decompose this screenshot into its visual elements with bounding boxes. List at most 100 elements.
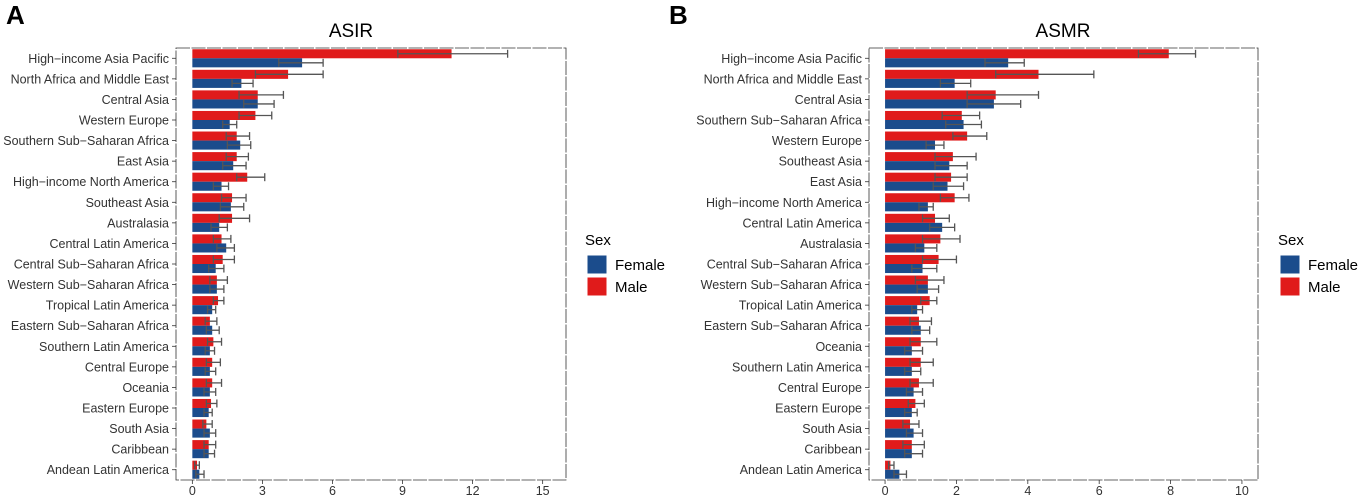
y-category-label: High−income Asia Pacific — [721, 52, 862, 66]
y-category-label: Central Europe — [85, 360, 169, 374]
bar-male — [192, 296, 219, 306]
y-category-label: Central Sub−Saharan Africa — [14, 258, 169, 272]
bar-female — [192, 58, 303, 68]
bar-female — [885, 222, 943, 232]
y-category-label: Andean Latin America — [47, 463, 169, 477]
legend-swatch-male — [586, 276, 608, 297]
errorbar-male — [205, 378, 223, 387]
plot-area-asir: 0 3 6 9 12 15 High−income Asia Pacific North Af… — [3, 47, 567, 498]
bar-male — [885, 254, 939, 264]
errorbar-male — [909, 378, 934, 387]
bar-female — [885, 78, 955, 88]
errorbar-male — [921, 234, 961, 243]
errorbar-male — [907, 399, 925, 408]
x-tick-label: 6 — [1096, 484, 1103, 498]
errorbar-female — [243, 99, 275, 108]
errorbar-male — [909, 358, 934, 367]
errorbar-female — [203, 408, 213, 417]
legend-title: Sex — [585, 232, 611, 249]
x-tick-label: 10 — [1235, 484, 1249, 498]
errorbar-male — [909, 317, 933, 326]
x-tick-label: 8 — [1167, 484, 1174, 498]
errorbar-male — [921, 214, 950, 223]
y-category-label: Western Europe — [772, 134, 862, 148]
bar-male — [885, 316, 919, 326]
bar-female — [885, 408, 912, 418]
legend-swatch-male — [1279, 276, 1301, 297]
y-category-label: Central Europe — [778, 381, 862, 395]
bar-male — [192, 193, 233, 203]
y-category-label: South Asia — [802, 422, 862, 436]
errorbar-female — [916, 285, 940, 294]
bar-female — [192, 305, 213, 315]
y-category-label: Eastern Europe — [775, 402, 862, 416]
errorbar-female — [278, 58, 324, 67]
y-category-label: East Asia — [810, 175, 862, 189]
errorbar-male — [939, 193, 970, 202]
bar-male — [192, 90, 258, 100]
errorbar-male — [238, 111, 273, 120]
y-category-label: Australasia — [107, 216, 169, 230]
bar-female — [192, 346, 210, 356]
errorbar-female — [210, 223, 229, 232]
bar-female — [885, 120, 964, 130]
y-category-label: Australasia — [800, 237, 862, 251]
errorbar-female — [205, 326, 220, 335]
bar-male — [192, 131, 237, 141]
errorbar-female — [203, 449, 216, 458]
bar-female — [885, 99, 994, 109]
errorbar-female — [222, 161, 247, 170]
bar-male — [885, 110, 962, 120]
y-category-label: Caribbean — [804, 443, 862, 457]
bar-female — [192, 325, 213, 335]
errorbar-male — [952, 132, 988, 141]
bar-female — [885, 346, 912, 356]
errorbar-male — [909, 337, 938, 346]
errorbar-female — [918, 202, 934, 211]
bar-male — [192, 110, 256, 120]
bar-female — [885, 243, 925, 253]
errorbar-female — [939, 79, 972, 88]
bar-female — [192, 181, 222, 191]
chart-title-asir: ASIR — [329, 21, 373, 42]
errorbar-male — [220, 193, 247, 202]
y-category-label: Andean Latin America — [740, 463, 862, 477]
legend-label-female: Female — [1308, 257, 1358, 274]
y-category-label: Tropical Latin America — [739, 299, 862, 313]
y-category-label: Oceania — [122, 381, 169, 395]
errorbar-female — [206, 305, 217, 314]
errorbar-female — [904, 346, 924, 355]
bar-female — [885, 181, 948, 191]
bar-female — [192, 140, 241, 150]
y-category-label: Southeast Asia — [779, 155, 862, 169]
bar-male — [885, 440, 912, 450]
bar-male — [192, 213, 233, 223]
bar-male — [192, 172, 248, 182]
bar-male — [192, 49, 452, 59]
y-category-label: Central Latin America — [49, 237, 169, 251]
errorbar-male — [212, 255, 236, 264]
errorbar-female — [231, 79, 254, 88]
errorbar-female — [226, 141, 252, 150]
errorbar-male — [238, 90, 285, 99]
errorbar-female — [204, 346, 216, 355]
y-category-label: Western Europe — [79, 114, 169, 128]
errorbar-male — [225, 132, 251, 141]
errorbar-female — [209, 285, 225, 294]
errorbar-male — [966, 90, 1040, 99]
plot-area-asmr: 0 2 4 6 8 10 High−income Asia Pacific North Afr… — [696, 47, 1259, 498]
bar-female — [192, 449, 209, 459]
errorbar-male — [225, 152, 250, 161]
bar-female — [885, 202, 928, 212]
errorbar-female — [966, 99, 1022, 108]
bar-male — [885, 460, 891, 470]
errorbar-female — [222, 120, 238, 129]
bar-male — [885, 419, 911, 429]
errorbar-male — [202, 420, 213, 429]
panel-letter-b: B — [669, 0, 688, 30]
x-tick-label: 12 — [466, 484, 480, 498]
errorbar-female — [911, 326, 931, 335]
bar-female — [192, 78, 242, 88]
bar-female — [885, 366, 912, 376]
